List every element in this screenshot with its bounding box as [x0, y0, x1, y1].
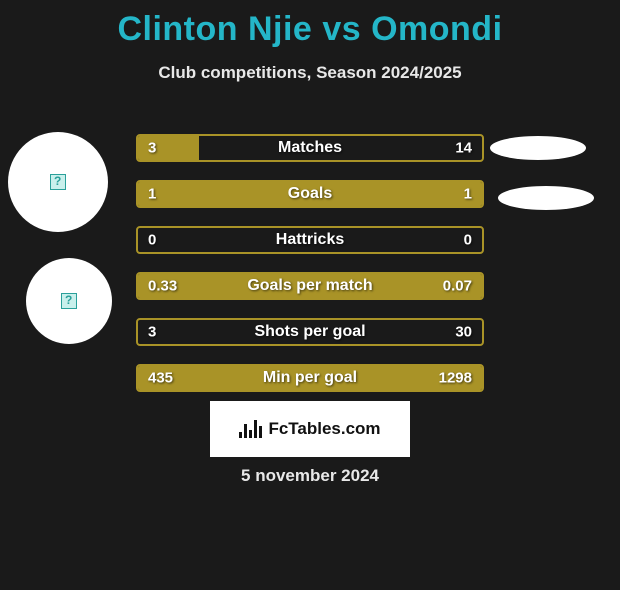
branding-box[interactable]: FcTables.com — [210, 401, 410, 457]
stat-value-right: 14 — [455, 140, 472, 157]
stat-value-left: 3 — [148, 140, 156, 157]
stat-value-right: 0 — [464, 232, 472, 249]
player1-badge — [490, 136, 586, 160]
stat-row-min-per-goal: 435 Min per goal 1298 — [136, 364, 484, 392]
stat-value-left: 3 — [148, 324, 156, 341]
stat-value-left: 0.33 — [148, 278, 177, 295]
footer-date: 5 november 2024 — [241, 466, 379, 486]
player2-avatar — [26, 258, 112, 344]
stat-label: Goals per match — [247, 277, 372, 295]
missing-image-icon — [50, 174, 66, 190]
player2-badge — [498, 186, 594, 210]
stat-label: Goals — [288, 185, 332, 203]
stat-label: Matches — [278, 139, 342, 157]
avatar-column — [8, 132, 118, 370]
comparison-title: Clinton Njie vs Omondi — [0, 10, 620, 49]
chart-bars-icon — [239, 420, 262, 438]
vs-label: vs — [322, 10, 361, 48]
stat-row-goals-per-match: 0.33 Goals per match 0.07 — [136, 272, 484, 300]
stat-value-right: 30 — [455, 324, 472, 341]
stat-value-right: 0.07 — [443, 278, 472, 295]
branding-text: FcTables.com — [268, 419, 380, 439]
stat-value-left: 1 — [148, 186, 156, 203]
stat-value-right: 1298 — [439, 370, 472, 387]
stat-value-right: 1 — [464, 186, 472, 203]
stat-row-matches: 3 Matches 14 — [136, 134, 484, 162]
missing-image-icon — [61, 293, 77, 309]
stat-row-shots-per-goal: 3 Shots per goal 30 — [136, 318, 484, 346]
player2-name: Omondi — [371, 10, 502, 48]
stat-label: Min per goal — [263, 369, 357, 387]
player1-avatar — [8, 132, 108, 232]
stat-label: Hattricks — [276, 231, 344, 249]
subtitle: Club competitions, Season 2024/2025 — [0, 63, 620, 83]
stat-value-left: 435 — [148, 370, 173, 387]
player1-name: Clinton Njie — [117, 10, 312, 48]
stat-bars: 3 Matches 14 1 Goals 1 0 Hattricks 0 0.3… — [136, 134, 484, 410]
stat-row-hattricks: 0 Hattricks 0 — [136, 226, 484, 254]
badge-column — [490, 136, 600, 236]
stat-label: Shots per goal — [254, 323, 365, 341]
stat-row-goals: 1 Goals 1 — [136, 180, 484, 208]
stat-value-left: 0 — [148, 232, 156, 249]
